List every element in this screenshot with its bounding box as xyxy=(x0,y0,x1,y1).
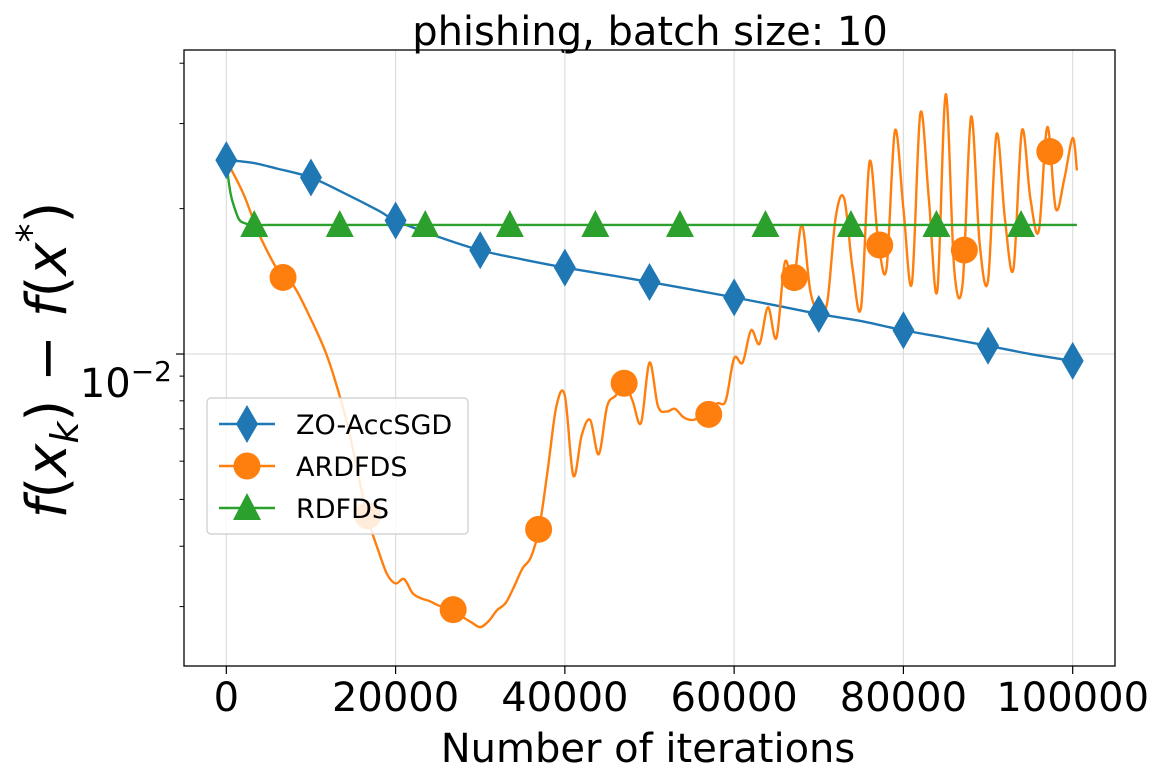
x-axis-ticks: 0 20000 40000 60000 80000 100000 xyxy=(214,666,1149,721)
y-label-x1: x xyxy=(15,443,80,479)
plot-frame xyxy=(183,49,1116,667)
x-axis-label: Number of iterations xyxy=(441,726,856,772)
data-point-ardfds xyxy=(610,369,638,397)
y-major-tick-label: 10−2 xyxy=(80,355,172,407)
grid xyxy=(184,50,1115,666)
data-point-rdfds xyxy=(836,209,865,237)
data-point-zo-accsgd xyxy=(892,311,915,350)
data-point-rdfds xyxy=(751,209,780,237)
legend-box xyxy=(206,397,469,535)
y-label-x2: x xyxy=(15,242,80,278)
data-point-rdfds xyxy=(495,209,524,237)
data-point-zo-accsgd xyxy=(215,141,238,180)
data-point-ardfds xyxy=(1036,138,1064,166)
legend-marker xyxy=(236,405,258,443)
data-point-zo-accsgd xyxy=(807,295,830,334)
series-line-rdfds xyxy=(225,163,1077,227)
series-line-ardfds xyxy=(225,93,1079,629)
data-point-zo-accsgd xyxy=(469,231,492,270)
x-tick-label: 0 xyxy=(214,675,239,721)
data-point-ardfds xyxy=(780,264,808,292)
x-tick-label: 60000 xyxy=(671,675,798,721)
data-point-rdfds xyxy=(922,209,951,237)
legend: ZO-AccSGD ARDFDS RDFDS xyxy=(206,397,469,535)
data-point-ardfds xyxy=(525,515,553,543)
y-axis-ticks xyxy=(176,62,184,608)
legend-label: RDFDS xyxy=(296,494,389,525)
legend-marker xyxy=(233,493,261,520)
data-point-zo-accsgd xyxy=(299,158,322,197)
data-point-rdfds xyxy=(665,209,694,237)
x-tick-label: 100000 xyxy=(996,675,1149,721)
y-label-sub: k xyxy=(43,420,87,444)
data-point-rdfds xyxy=(411,209,440,237)
data-point-ardfds xyxy=(950,236,978,264)
data-point-zo-accsgd xyxy=(723,278,746,317)
y-tick-exp: −2 xyxy=(131,355,172,388)
series-lines xyxy=(225,93,1079,629)
data-point-ardfds xyxy=(439,596,467,624)
legend-items: ZO-AccSGD ARDFDS RDFDS xyxy=(219,405,452,525)
data-point-rdfds xyxy=(1007,209,1036,237)
y-label-sup: * xyxy=(9,224,53,243)
y-tick-base: 10 xyxy=(80,361,131,407)
legend-label: ZO-AccSGD xyxy=(296,410,452,441)
chart-title: phishing, batch size: 10 xyxy=(412,9,888,55)
data-point-ardfds xyxy=(269,263,297,291)
data-point-zo-accsgd xyxy=(553,248,576,287)
data-point-rdfds xyxy=(581,209,610,237)
data-point-rdfds xyxy=(240,209,269,237)
data-point-zo-accsgd xyxy=(384,201,407,240)
data-point-ardfds xyxy=(866,231,894,259)
series-line-zo-accsgd xyxy=(226,158,1073,363)
x-tick-label: 40000 xyxy=(501,675,628,721)
legend-marker xyxy=(233,452,261,480)
data-point-ardfds xyxy=(695,400,723,428)
data-point-rdfds xyxy=(325,209,354,237)
data-point-zo-accsgd xyxy=(638,262,661,301)
data-point-zo-accsgd xyxy=(1061,341,1084,380)
legend-label: ARDFDS xyxy=(296,452,407,483)
y-label-mid: ) − xyxy=(15,317,80,421)
series-markers xyxy=(215,138,1084,624)
x-tick-label: 20000 xyxy=(332,675,459,721)
x-tick-label: 80000 xyxy=(840,675,967,721)
data-point-zo-accsgd xyxy=(977,326,1000,365)
y-axis-label: f(xk) − f(x*) xyxy=(9,202,87,519)
